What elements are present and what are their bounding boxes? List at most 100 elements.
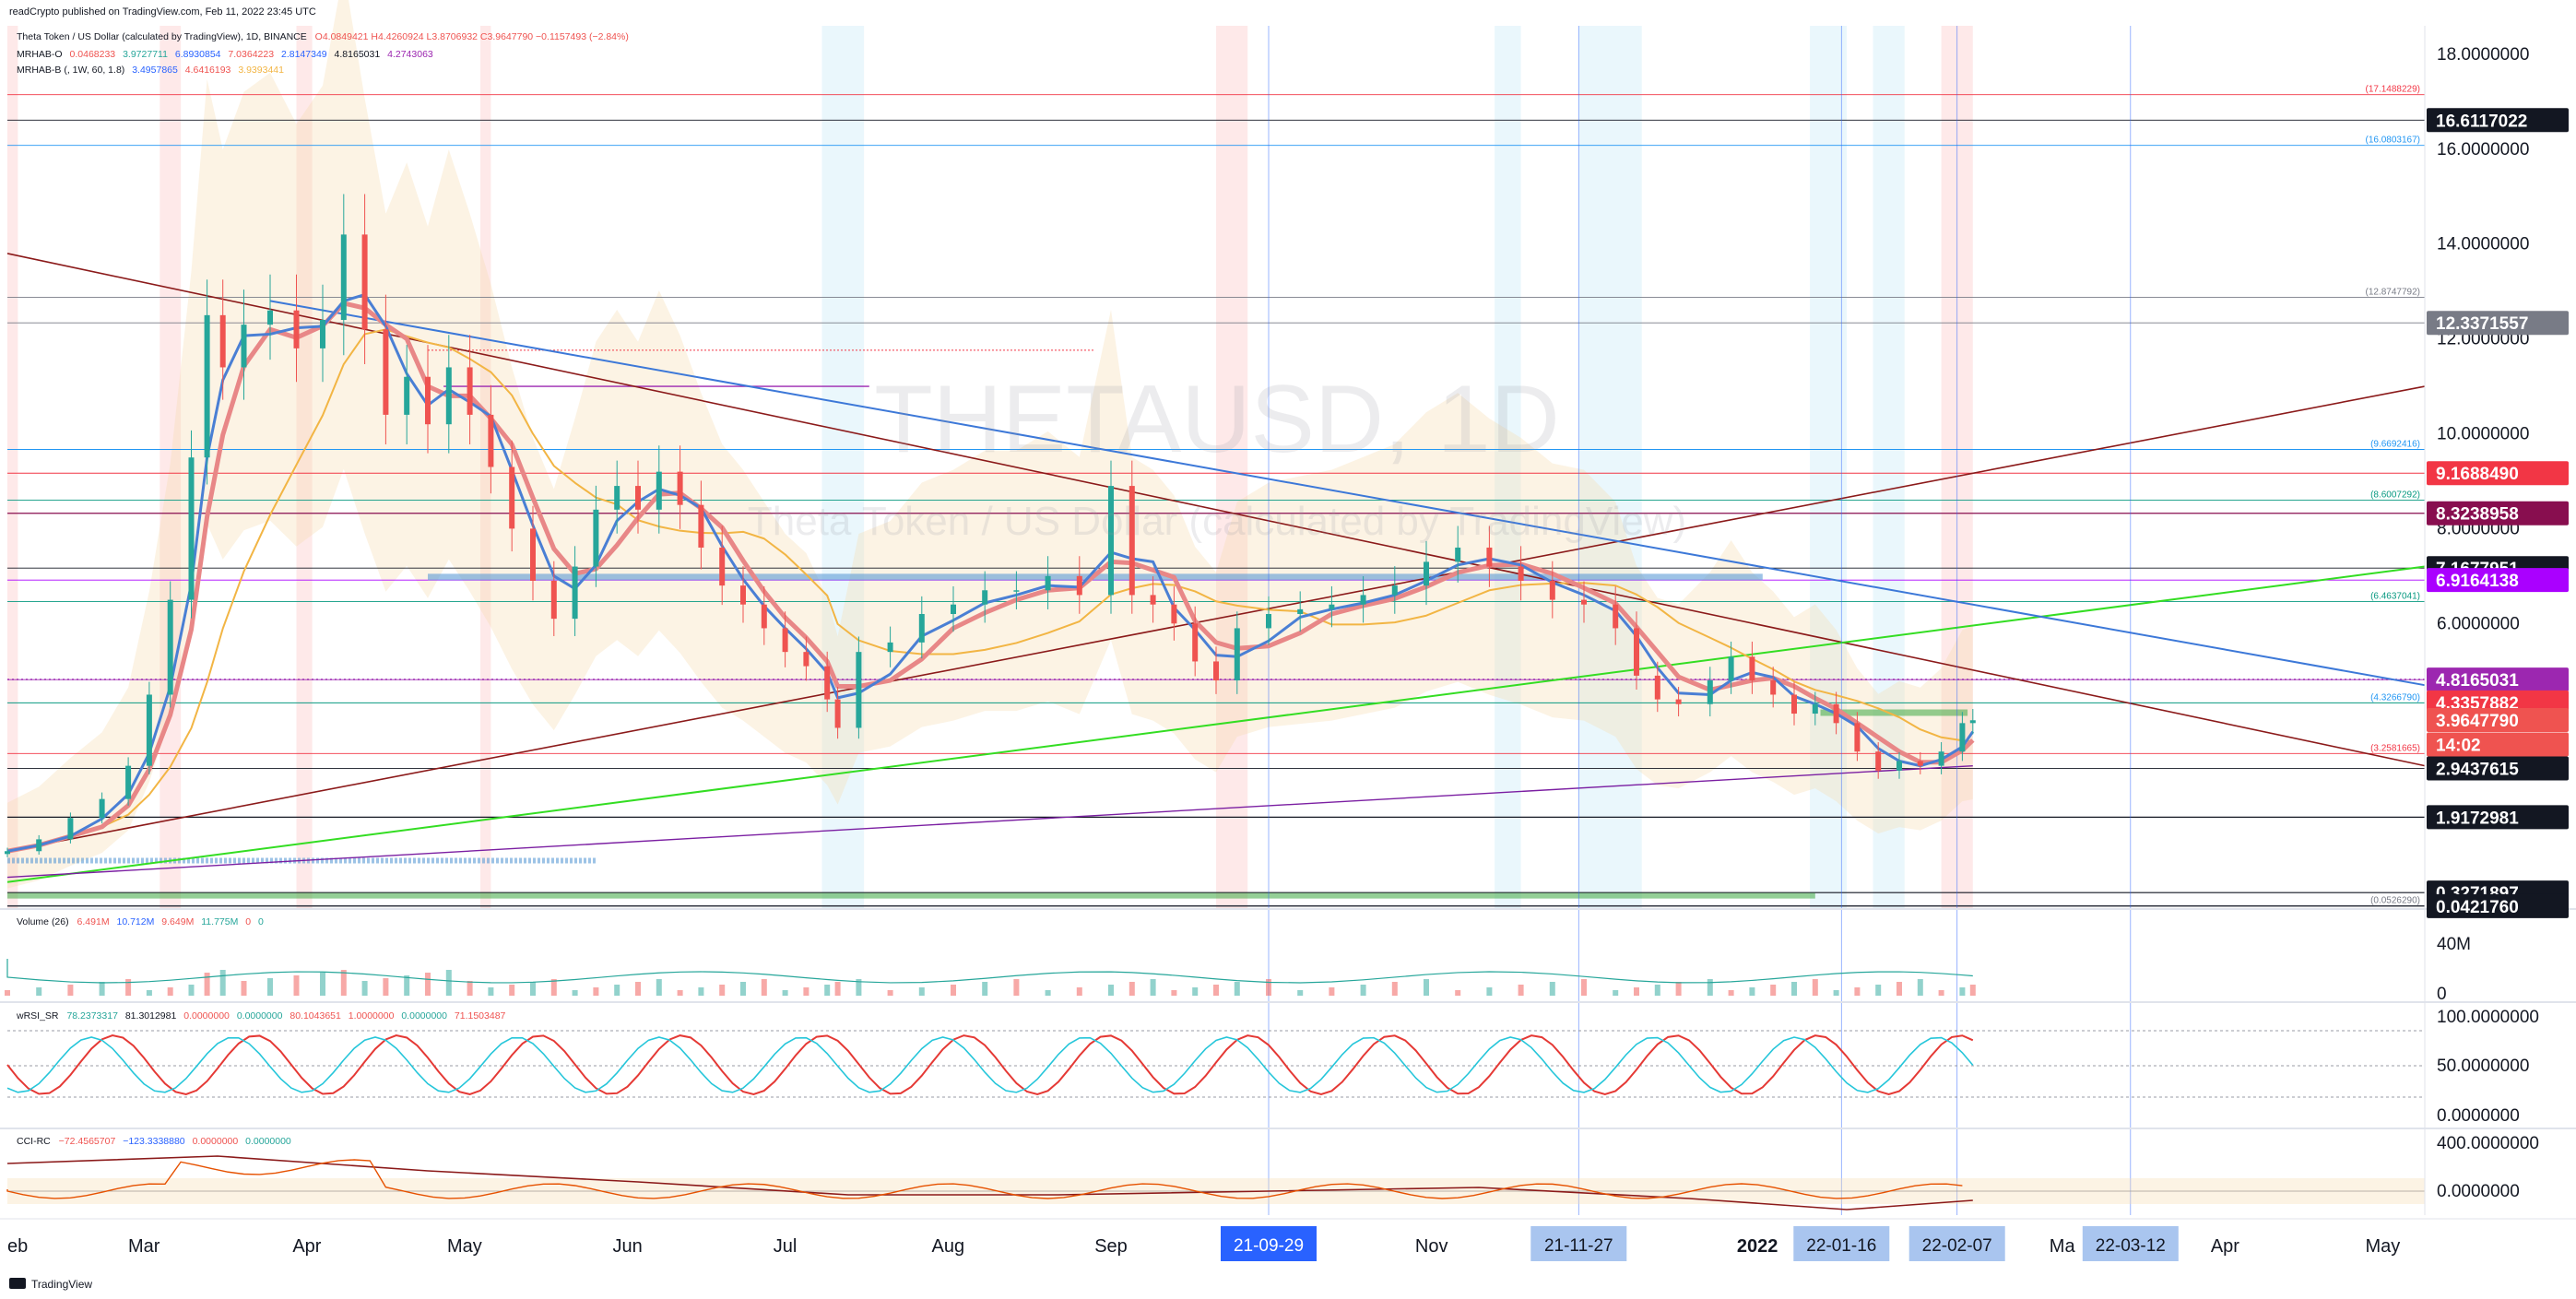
volume-bar <box>1013 979 1020 996</box>
candle-body <box>340 234 347 320</box>
volume-bar <box>761 979 767 996</box>
volume-bar <box>488 987 494 996</box>
date-marker-tag <box>2082 1226 2179 1261</box>
volume-bar <box>1969 985 1976 996</box>
price-tag-bg <box>2427 108 2569 133</box>
candle-body <box>635 486 641 510</box>
volume-bar <box>1634 987 1639 996</box>
candle-body <box>1854 723 1861 752</box>
volume-bar <box>241 981 247 996</box>
candle-body <box>1013 590 1020 592</box>
highlight-band <box>821 26 865 908</box>
candle-body <box>1613 604 1619 629</box>
volume-bar <box>1654 985 1660 996</box>
ind2-name: MRHAB-B (, 1W, 60, 1.8) <box>17 65 124 76</box>
volume-bar <box>677 990 683 996</box>
cci-band <box>7 1178 2425 1204</box>
ind1-v1: 3.9727711 <box>123 49 168 60</box>
highlight-band <box>1578 26 1642 908</box>
fib-label: (17.1488229) <box>2366 85 2421 95</box>
ma-envelope <box>7 0 1973 889</box>
price-axis: 18.000000016.000000014.000000012.0000000… <box>2424 26 2539 1215</box>
candle-body <box>1297 608 1304 614</box>
volume-bar <box>445 970 452 996</box>
fib-label: (9.6692416) <box>2370 440 2420 450</box>
volume-bar <box>1150 979 1156 996</box>
rsi-v5: 1.0000000 <box>349 1010 395 1021</box>
volume-bar <box>719 985 726 996</box>
highlight-band <box>480 26 491 908</box>
y-tick-label: 6.0000000 <box>2437 614 2520 633</box>
volume-bar <box>383 978 389 996</box>
candle-body <box>834 699 841 728</box>
volume-v4: 0 <box>245 916 251 927</box>
y-tick-label: 10.0000000 <box>2437 424 2529 443</box>
volume-bar <box>188 985 195 996</box>
candle-body <box>204 314 210 458</box>
volume-bar <box>99 982 105 996</box>
volume-bar <box>887 990 893 996</box>
volume-bar <box>635 982 641 996</box>
candle-body <box>530 528 536 581</box>
volume-bar <box>404 975 410 996</box>
indicator-panels <box>0 908 2576 1210</box>
cci-name: CCI-RC <box>17 1136 51 1147</box>
y-tick-label: 16.0000000 <box>2437 140 2529 159</box>
date-marker-tag <box>1221 1226 1317 1261</box>
volume-bar <box>782 990 788 996</box>
price-tag-bg <box>2427 756 2569 781</box>
candle-body <box>782 628 788 653</box>
volume-bar <box>361 981 368 996</box>
candle-body <box>1391 585 1398 596</box>
candle-body <box>1076 575 1082 596</box>
price-tag-bg <box>2427 893 2569 918</box>
volume-v0: 6.491M <box>77 916 110 927</box>
volume-v5: 0 <box>258 916 264 927</box>
ind1-v3: 7.0364223 <box>228 49 274 60</box>
volume-bar <box>320 973 325 996</box>
volume-bar <box>856 979 862 996</box>
volume-bar <box>1749 987 1755 996</box>
fib-label: (8.6007292) <box>2370 490 2420 500</box>
ind2-v0: 3.4957865 <box>132 65 178 76</box>
candle-body <box>509 466 515 529</box>
x-tick-label: Jul <box>774 1236 798 1257</box>
price-tag-label: 14:02 <box>2436 736 2481 755</box>
symbol-line: Theta Token / US Dollar (calculated by T… <box>17 31 307 42</box>
date-marker-label: 22-02-07 <box>1922 1236 1992 1256</box>
candle-body <box>1917 761 1923 766</box>
candle-body <box>824 666 831 700</box>
svg-text:Volume (26) 6.491M 10.: Volume (26) 6.491M 10.712M 9.649M 11.775… <box>17 916 264 927</box>
date-marker-tag <box>1908 1226 2005 1261</box>
price-tag-label: 4.8165031 <box>2436 671 2519 691</box>
volume-bar <box>1854 987 1861 996</box>
candle-body <box>361 234 368 330</box>
price-tag-label: 2.9437615 <box>2436 761 2519 780</box>
watermark-description: Theta Token / US Dollar (calculated by T… <box>748 499 1686 544</box>
candle-body <box>167 599 173 695</box>
volume-bar <box>204 973 210 996</box>
candle-body <box>951 604 956 614</box>
volume-bar <box>1728 990 1734 996</box>
date-marker-tag <box>1530 1226 1627 1261</box>
volume-v2: 9.649M <box>161 916 194 927</box>
candle-body <box>1549 580 1555 600</box>
fib-labels: (17.1488229) (16.0803167) (12.8747792) (9.6… <box>2366 85 2421 906</box>
candle-body <box>1045 575 1051 591</box>
volume-bar <box>1486 987 1493 996</box>
price-tag-label: 6.9164138 <box>2436 572 2519 591</box>
x-tick-label: Sep <box>1094 1236 1128 1257</box>
price-tag-bg <box>2427 805 2569 830</box>
trendline <box>6 565 2426 883</box>
price-tag-label: 9.1688490 <box>2436 465 2519 484</box>
ind1-v5: 4.8165031 <box>335 49 381 60</box>
price-tag-label: 3.9647790 <box>2436 712 2519 731</box>
price-tag-label: 12.3371557 <box>2436 314 2528 334</box>
volume-ma-line <box>6 959 1973 984</box>
candle-body <box>982 590 988 605</box>
candle-body <box>1108 486 1114 596</box>
fib-label: (6.4637041) <box>2370 591 2420 601</box>
cci-tick-label: 0.0000000 <box>2437 1182 2520 1201</box>
footer: TradingView <box>9 1278 92 1291</box>
